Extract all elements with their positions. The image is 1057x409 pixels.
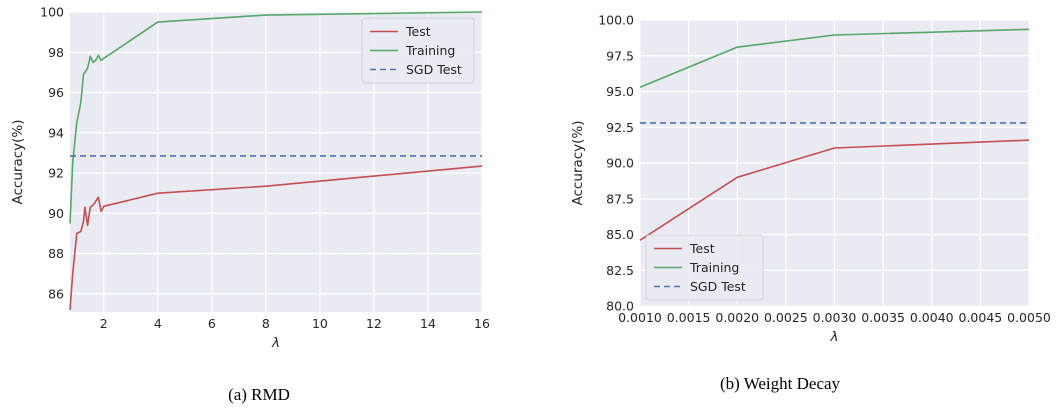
y-tick-label: 92 bbox=[48, 166, 64, 181]
x-tick-label: 0.0020 bbox=[715, 310, 759, 325]
y-tick-label: 94 bbox=[48, 125, 64, 140]
x-tick-label: 4 bbox=[154, 316, 162, 331]
x-tick-label: 2 bbox=[100, 316, 108, 331]
y-axis-label: Accuracy(%) bbox=[10, 120, 26, 205]
x-tick-label: 10 bbox=[312, 316, 328, 331]
caption-weight-decay: (b) Weight Decay bbox=[720, 374, 841, 393]
y-tick-label: 100 bbox=[40, 5, 64, 20]
legend-box bbox=[361, 17, 475, 84]
x-tick-label: 12 bbox=[366, 316, 382, 331]
y-tick-label: 92.5 bbox=[606, 120, 634, 135]
y-tick-label: 97.5 bbox=[606, 48, 634, 63]
legend-label: Training bbox=[405, 43, 455, 58]
y-tick-label: 95.0 bbox=[606, 84, 634, 99]
y-tick-label: 88 bbox=[48, 246, 64, 261]
chart-rmd: 2 4 6 8 10 12 14 16 86 88 90 92 94 96 98 100 λ Accuracy(%… bbox=[10, 5, 490, 352]
y-tick-label: 80.0 bbox=[606, 299, 634, 314]
x-tick-label: 0.0035 bbox=[861, 310, 905, 325]
y-tick-label: 90.0 bbox=[606, 156, 634, 171]
series-line-training bbox=[639, 28, 1030, 88]
x-tick-label: 0.0050 bbox=[1007, 310, 1051, 325]
y-tick-label: 98 bbox=[48, 45, 64, 60]
legend-label: Test bbox=[689, 241, 715, 256]
y-axis-label: Accuracy(%) bbox=[570, 121, 586, 206]
x-tick-label: 0.0015 bbox=[667, 310, 711, 325]
x-tick-label: 0.0025 bbox=[764, 310, 808, 325]
series-line-training bbox=[69, 11, 483, 224]
y-tick-label: 86 bbox=[48, 286, 64, 301]
chart-weight-decay: 0.0010 0.0015 0.0020 0.0025 0.0030 0.0035 0.00… bbox=[570, 13, 1051, 346]
caption-rmd: (a) RMD bbox=[228, 385, 290, 404]
legend-label: Training bbox=[689, 260, 739, 275]
legend-label: SGD Test bbox=[406, 62, 462, 77]
y-tick-label: 85.0 bbox=[606, 227, 634, 242]
legend-label: SGD Test bbox=[690, 279, 746, 294]
legend-label: Test bbox=[405, 24, 431, 39]
x-tick-label: 14 bbox=[420, 316, 436, 331]
x-axis-label: λ bbox=[271, 335, 280, 351]
x-tick-label: 16 bbox=[474, 316, 490, 331]
x-tick-label: 6 bbox=[208, 316, 216, 331]
x-tick-label: 0.0010 bbox=[618, 310, 662, 325]
series-line-test bbox=[69, 165, 483, 311]
y-tick-label: 90 bbox=[48, 206, 64, 221]
x-tick-label: 0.0045 bbox=[959, 310, 1003, 325]
x-axis-label: λ bbox=[830, 329, 839, 345]
legend: Test Training SGD Test bbox=[645, 234, 764, 301]
legend-box bbox=[645, 234, 764, 301]
x-tick-label: 0.0040 bbox=[910, 310, 954, 325]
y-tick-label: 100.0 bbox=[598, 13, 634, 28]
series-line-test bbox=[639, 139, 1030, 241]
x-tick-label: 0.0030 bbox=[813, 310, 857, 325]
y-tick-label: 82.5 bbox=[606, 263, 634, 278]
legend: Test Training SGD Test bbox=[361, 17, 475, 84]
y-tick-label: 96 bbox=[48, 85, 64, 100]
y-tick-label: 87.5 bbox=[606, 191, 634, 206]
x-tick-label: 8 bbox=[262, 316, 270, 331]
